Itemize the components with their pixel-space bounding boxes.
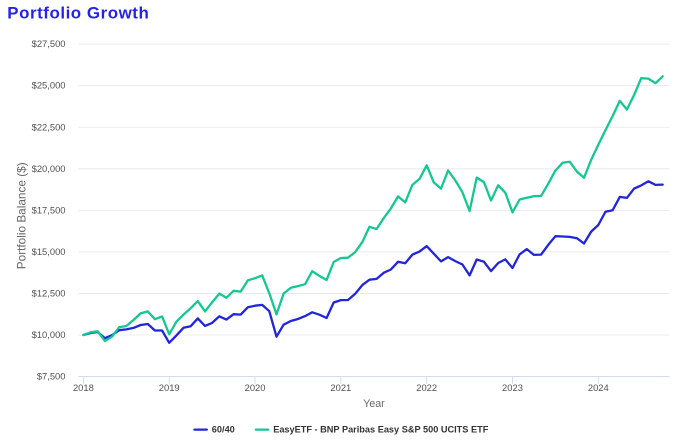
svg-text:Year: Year <box>363 398 385 410</box>
svg-text:2018: 2018 <box>73 382 94 393</box>
svg-text:Portfolio Growth: Portfolio Growth <box>7 4 149 23</box>
svg-text:$27,500: $27,500 <box>32 38 66 49</box>
svg-text:2024: 2024 <box>588 382 609 393</box>
svg-text:$7,500: $7,500 <box>37 371 66 382</box>
svg-text:2019: 2019 <box>159 382 180 393</box>
svg-text:$12,500: $12,500 <box>32 287 66 298</box>
svg-text:2020: 2020 <box>245 382 266 393</box>
svg-text:$17,500: $17,500 <box>32 204 66 215</box>
svg-text:Portfolio Balance ($): Portfolio Balance ($) <box>15 162 29 269</box>
svg-text:60/40: 60/40 <box>212 425 235 435</box>
svg-text:$10,000: $10,000 <box>32 329 66 340</box>
svg-text:$20,000: $20,000 <box>32 163 66 174</box>
svg-text:2021: 2021 <box>330 382 351 393</box>
svg-text:$25,000: $25,000 <box>32 80 66 91</box>
svg-text:EasyETF - BNP Paribas Easy S&P: EasyETF - BNP Paribas Easy S&P 500 UCITS… <box>273 425 489 435</box>
svg-text:2023: 2023 <box>502 382 523 393</box>
svg-text:$22,500: $22,500 <box>32 121 66 132</box>
svg-text:$15,000: $15,000 <box>32 246 66 257</box>
svg-text:2022: 2022 <box>416 382 437 393</box>
